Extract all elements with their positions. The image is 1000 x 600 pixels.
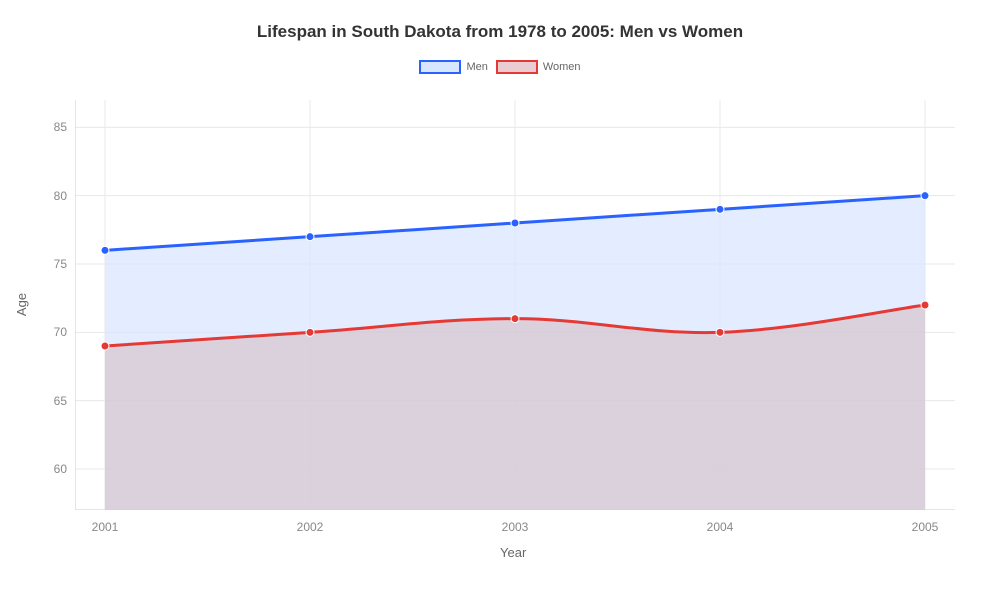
legend-swatch-men xyxy=(419,60,461,74)
y-tick-label: 85 xyxy=(37,120,67,134)
legend-label-women: Women xyxy=(543,61,581,73)
y-tick-label: 65 xyxy=(37,394,67,408)
x-axis-label: Year xyxy=(500,545,526,560)
y-tick-label: 60 xyxy=(37,462,67,476)
legend-item-men[interactable]: Men xyxy=(419,60,487,74)
x-tick-label: 2005 xyxy=(912,520,939,534)
y-tick-label: 80 xyxy=(37,189,67,203)
chart-title: Lifespan in South Dakota from 1978 to 20… xyxy=(0,0,1000,42)
x-tick-label: 2004 xyxy=(707,520,734,534)
legend-swatch-women xyxy=(496,60,538,74)
y-axis-label: Age xyxy=(14,293,29,316)
x-tick-label: 2001 xyxy=(92,520,119,534)
x-tick-label: 2003 xyxy=(502,520,529,534)
legend: Men Women xyxy=(0,60,1000,74)
plot-area xyxy=(75,100,955,510)
y-tick-label: 75 xyxy=(37,257,67,271)
legend-item-women[interactable]: Women xyxy=(496,60,581,74)
legend-label-men: Men xyxy=(466,61,487,73)
chart-container: Lifespan in South Dakota from 1978 to 20… xyxy=(0,0,1000,600)
y-tick-label: 70 xyxy=(37,325,67,339)
x-tick-label: 2002 xyxy=(297,520,324,534)
